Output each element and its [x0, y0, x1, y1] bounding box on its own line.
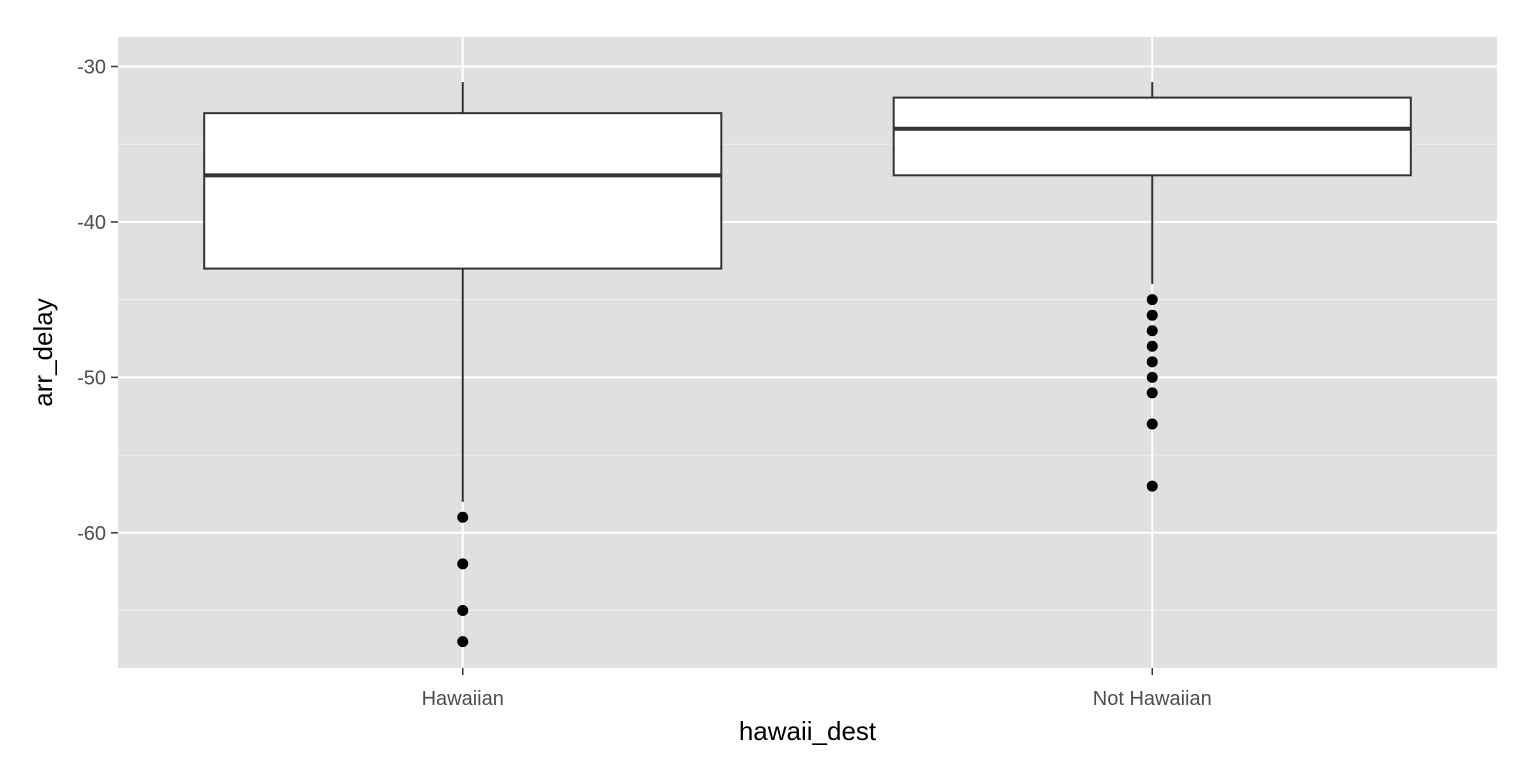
- boxes: [203, 82, 1412, 648]
- y-tick-label: -40: [77, 212, 106, 234]
- outlier-point: [1146, 340, 1158, 352]
- outlier-point: [457, 604, 469, 616]
- outlier-point: [1146, 418, 1158, 430]
- box-iqr: [892, 96, 1412, 177]
- outlier-point: [457, 558, 469, 570]
- x-axis: Hawaiian Not Hawaiian: [422, 668, 1212, 710]
- y-tick-label: -30: [77, 57, 106, 79]
- outlier-point: [457, 511, 469, 523]
- y-axis-title: arr_delay: [28, 298, 58, 406]
- y-tick-label: -50: [77, 367, 106, 389]
- outlier-point: [1146, 387, 1158, 399]
- outlier-point: [1146, 309, 1158, 321]
- outlier-point: [1146, 480, 1158, 492]
- outlier-point: [1146, 371, 1158, 383]
- y-tick-label: -60: [77, 523, 106, 545]
- x-tick-label: Hawaiian: [422, 688, 504, 710]
- outlier-point: [1146, 325, 1158, 337]
- outlier-point: [1146, 356, 1158, 368]
- box-iqr: [203, 112, 723, 270]
- box-hawaiian: [203, 82, 723, 648]
- y-axis: -30 -40 -50 -60: [77, 57, 118, 545]
- outlier-point: [457, 636, 469, 648]
- box-not-hawaiian: [892, 82, 1412, 492]
- x-axis-title: hawaii_dest: [739, 716, 877, 746]
- x-tick-label: Not Hawaiian: [1093, 688, 1212, 710]
- outlier-point: [1146, 294, 1158, 306]
